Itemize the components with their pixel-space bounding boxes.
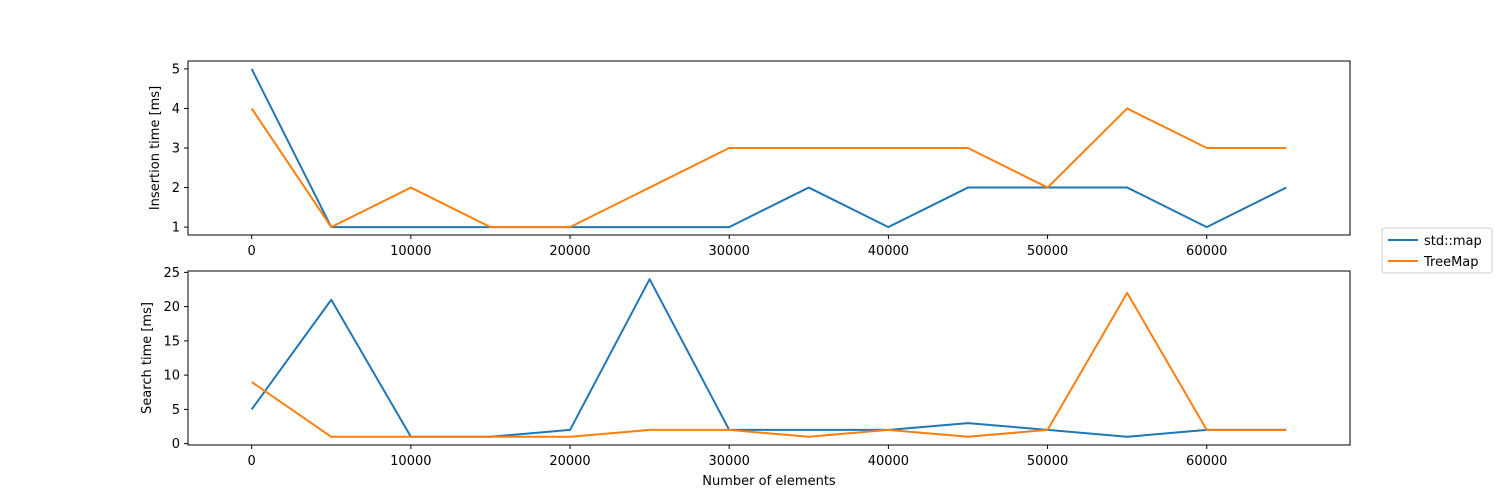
search-x-tick-label-0: 0 <box>248 454 256 469</box>
search-y-tick-label-25: 25 <box>163 266 180 281</box>
search-y-tick-label-15: 15 <box>163 334 180 349</box>
insertion-x-tick-label-50000: 50000 <box>1027 244 1068 259</box>
insertion-x-tick-label-20000: 20000 <box>549 244 590 259</box>
insertion-y-tick-label-3: 3 <box>172 142 180 157</box>
insertion-y-axis-label: Insertion time [ms] <box>148 86 163 210</box>
insertion-series-line-treemap <box>250 107 1287 229</box>
legend-label-treemap: TreeMap <box>1423 255 1479 270</box>
search-x-tick-label-30000: 30000 <box>709 454 750 469</box>
search-x-tick-label-20000: 20000 <box>549 454 590 469</box>
legend: std::map TreeMap <box>1381 227 1493 274</box>
insertion-y-tick-label-4: 4 <box>172 102 180 117</box>
search-y-axis-label: Search time [ms] <box>140 302 155 414</box>
search-y-tick-label-5: 5 <box>172 403 180 418</box>
insertion-x-tick-label-10000: 10000 <box>390 244 431 259</box>
search-y-tick-label-0: 0 <box>172 437 180 452</box>
insertion-x-tick-label-0: 0 <box>248 244 256 259</box>
insertion-x-tick-label-30000: 30000 <box>709 244 750 259</box>
search-x-tick-label-50000: 50000 <box>1027 454 1068 469</box>
search-y-tick-label-20: 20 <box>163 300 180 315</box>
insertion-series-line-std-map <box>250 68 1287 229</box>
legend-label-std-map: std::map <box>1424 234 1482 249</box>
search-x-axis-label: Number of elements <box>702 474 836 489</box>
search-x-tick-label-60000: 60000 <box>1186 454 1227 469</box>
insertion-x-tick-label-40000: 40000 <box>868 244 909 259</box>
search-x-tick-label-40000: 40000 <box>868 454 909 469</box>
search-x-tick-label-10000: 10000 <box>390 454 431 469</box>
search-time-chart: 0 10000 20000 30000 40000 50000 60000 0 5 10 15 20 2… <box>140 266 1351 489</box>
insertion-y-tick-label-2: 2 <box>172 181 180 196</box>
search-axes-frame <box>187 270 1351 446</box>
insertion-x-tick-label-60000: 60000 <box>1186 244 1227 259</box>
search-y-tick-label-10: 10 <box>163 369 180 384</box>
insertion-y-tick-label-1: 1 <box>172 221 180 236</box>
search-series-line-treemap <box>251 291 1287 438</box>
insertion-y-tick-label-5: 5 <box>172 62 180 77</box>
insertion-time-chart: 0 10000 20000 30000 40000 50000 60000 1 2 3 4 5 Inse… <box>148 60 1351 259</box>
